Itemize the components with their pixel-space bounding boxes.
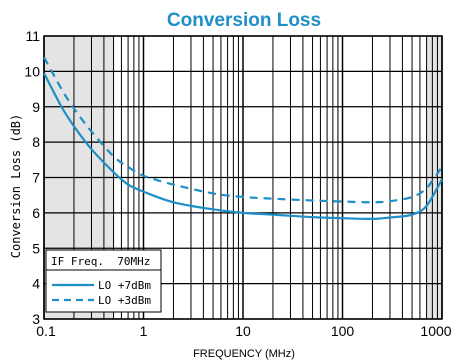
y-axis-label: Conversion Loss (dB)	[9, 114, 23, 259]
x-tick-label: 1	[140, 323, 148, 339]
legend-entry-1: LO +7dBm	[98, 279, 151, 292]
x-tick-label: 100	[331, 323, 355, 339]
x-tick-label: 1000	[420, 323, 451, 339]
x-tick-label: 0.1	[36, 323, 56, 339]
legend: IF Freq. 70MHz LO +7dBm LO +3dBm	[45, 249, 162, 313]
y-tick-label: 9	[32, 99, 40, 115]
series-curves	[43, 56, 443, 221]
y-tick-labels: 3 4 5 6 7 8 9 10 11	[24, 28, 40, 327]
plot-frame	[43, 35, 443, 320]
series-line-2	[43, 56, 443, 204]
y-tick-label: 11	[25, 28, 40, 44]
y-tick-label: 7	[32, 170, 40, 186]
y-tick-label: 6	[32, 205, 40, 221]
y-tick-label: 4	[32, 276, 40, 292]
x-axis-label: FREQUENCY (MHz)	[193, 348, 295, 360]
y-tick-label: 10	[24, 63, 40, 79]
chart-title: Conversion Loss	[167, 10, 321, 31]
legend-header: IF Freq. 70MHz	[51, 255, 150, 268]
y-tick-label: 3	[32, 311, 40, 327]
legend-box	[45, 249, 162, 313]
legend-entry-2: LO +3dBm	[98, 294, 151, 307]
x-tick-labels: 0.1 1 10 100 1000	[36, 323, 452, 339]
series-line-1	[43, 72, 443, 221]
y-tick-label: 5	[32, 240, 40, 256]
y-tick-label: 8	[32, 134, 40, 150]
x-tick-label: 10	[235, 323, 251, 339]
